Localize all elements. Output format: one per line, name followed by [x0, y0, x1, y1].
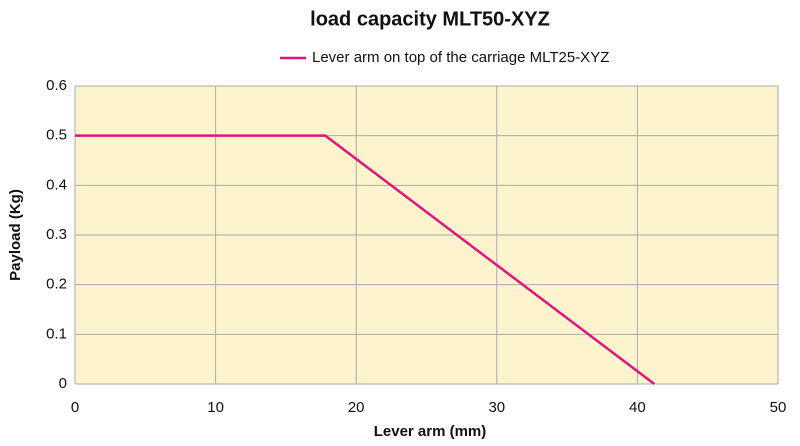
y-tick-label: 0: [59, 375, 67, 392]
y-axis-label: Payload (Kg): [7, 189, 24, 281]
x-tick-label: 10: [207, 399, 224, 416]
x-tick-label: 40: [629, 399, 646, 416]
y-tick-label: 0.4: [46, 176, 67, 193]
x-tick-label: 20: [348, 399, 365, 416]
y-tick-label: 0.5: [46, 127, 67, 144]
chart-title: load capacity MLT50-XYZ: [310, 8, 550, 30]
x-tick-label: 30: [488, 399, 505, 416]
legend-label: Lever arm on top of the carriage MLT25-X…: [312, 49, 609, 66]
data-line: [75, 134, 656, 385]
y-tick-label: 0.3: [46, 226, 67, 243]
y-tick-label: 0.6: [46, 77, 67, 94]
x-tick-label: 50: [770, 399, 787, 416]
x-tick-label: 0: [71, 399, 79, 416]
x-axis-label: Lever arm (mm): [374, 423, 487, 440]
y-tick-label: 0.1: [46, 325, 67, 342]
y-tick-label: 0.2: [46, 276, 67, 293]
